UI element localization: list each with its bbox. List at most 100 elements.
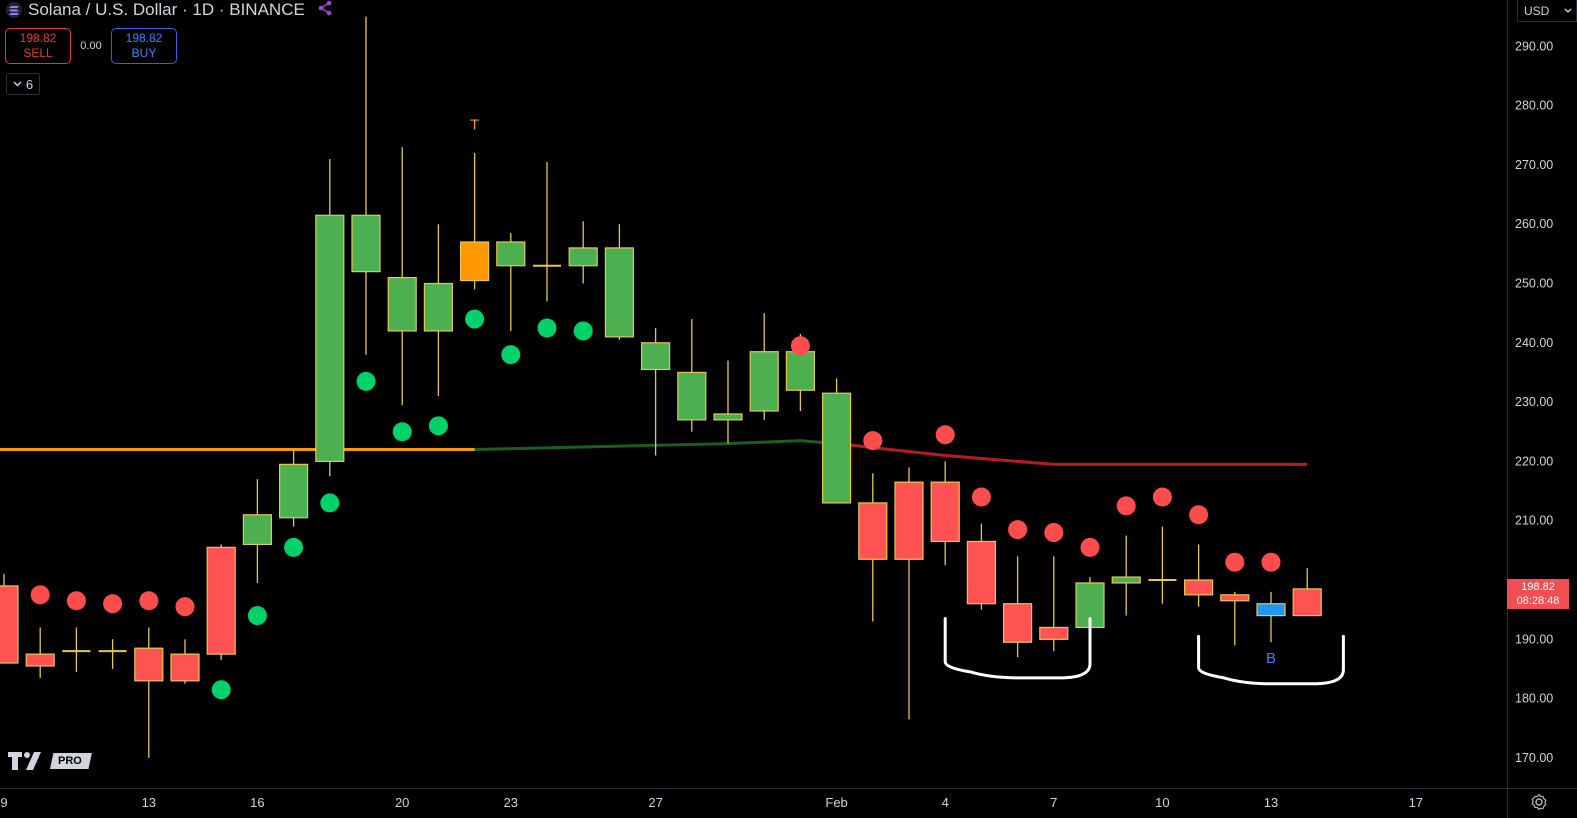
candle[interactable] xyxy=(677,319,707,432)
trend-line-segment xyxy=(945,453,1054,466)
sell-price: 198.82 xyxy=(19,31,57,45)
candle[interactable] xyxy=(1183,544,1214,607)
time-tick-label: 16 xyxy=(250,795,264,810)
candle[interactable] xyxy=(423,224,453,397)
candle[interactable] xyxy=(1039,556,1069,652)
candle[interactable] xyxy=(1148,526,1177,604)
candle-body xyxy=(1002,603,1033,643)
candle[interactable] xyxy=(533,161,561,302)
candle-body xyxy=(170,653,200,682)
candle[interactable] xyxy=(387,147,417,406)
candle-body xyxy=(785,351,816,391)
currency-selector[interactable]: USD xyxy=(1517,0,1577,22)
candle-body xyxy=(387,276,417,332)
candle[interactable] xyxy=(966,523,997,610)
buy-price: 198.82 xyxy=(125,31,163,45)
candle-body xyxy=(206,546,236,655)
candle[interactable] xyxy=(930,461,960,566)
time-tick-label: 20 xyxy=(395,795,409,810)
bearish-dot xyxy=(139,591,159,611)
candle[interactable] xyxy=(713,360,743,444)
candle[interactable] xyxy=(640,327,671,456)
indicators-collapse-button[interactable]: 6 xyxy=(6,73,40,95)
candle[interactable] xyxy=(62,627,91,672)
candle-body xyxy=(496,241,526,267)
candle-body xyxy=(351,214,381,273)
candle[interactable] xyxy=(858,473,888,622)
candle[interactable] xyxy=(1292,568,1322,617)
bearish-dot xyxy=(1116,496,1136,516)
symbol-title[interactable]: Solana / U.S. Dollar · 1D · BINANCE xyxy=(28,0,305,19)
candle[interactable] xyxy=(1075,577,1105,640)
candle[interactable] xyxy=(170,639,200,684)
price-tick-label: 260.00 xyxy=(1515,217,1553,231)
candle[interactable] xyxy=(749,313,779,420)
solana-icon[interactable] xyxy=(6,2,22,18)
candle-body xyxy=(568,247,598,267)
candle[interactable] xyxy=(1002,556,1033,658)
trend-line-segment xyxy=(474,442,729,452)
time-tick-label: 27 xyxy=(648,795,662,810)
bearish-dot xyxy=(790,336,810,356)
sell-button[interactable]: 198.82 SELL xyxy=(5,28,71,64)
candle[interactable] xyxy=(496,233,526,331)
candle[interactable] xyxy=(98,639,127,669)
candle[interactable] xyxy=(206,544,236,661)
time-tick-label: 13 xyxy=(142,795,156,810)
time-axis[interactable]: 9 13 16 20 23 27 Feb 4 7 10 13 17 xyxy=(0,795,1423,810)
bearish-dot xyxy=(1189,505,1209,525)
candle-body xyxy=(858,502,888,560)
currency-label: USD xyxy=(1524,3,1550,18)
candle-body xyxy=(1111,576,1141,584)
candle[interactable] xyxy=(134,627,164,758)
candle[interactable] xyxy=(821,378,852,504)
candle[interactable] xyxy=(315,158,345,477)
buy-marker-label: B xyxy=(1266,650,1276,667)
candle[interactable] xyxy=(568,221,598,284)
candle-body xyxy=(25,653,55,667)
candle-body xyxy=(460,241,490,282)
price-tick-label: 170.00 xyxy=(1515,751,1553,765)
candle[interactable] xyxy=(0,574,19,664)
candle[interactable] xyxy=(279,449,309,527)
candle[interactable] xyxy=(351,16,381,355)
time-tick-label: 23 xyxy=(504,795,518,810)
bearish-dot xyxy=(971,487,991,507)
chevron-down-icon xyxy=(1564,8,1572,13)
candle[interactable] xyxy=(1220,591,1250,646)
trend-line-layer xyxy=(0,439,1308,466)
gear-icon[interactable] xyxy=(1530,793,1548,816)
candle-body xyxy=(930,481,960,543)
share-icon[interactable] xyxy=(317,0,333,21)
bullish-dot xyxy=(320,493,340,513)
tradingview-logo[interactable]: PRO xyxy=(8,752,92,770)
bullish-dot xyxy=(428,416,448,436)
candle[interactable] xyxy=(894,467,924,720)
candle[interactable] xyxy=(25,627,55,678)
candle-body xyxy=(242,514,272,546)
candle-body xyxy=(1220,594,1250,602)
price-axis[interactable]: 170.00 180.00 190.00 210.00 220.00 230.00 240.… xyxy=(1515,39,1553,765)
bullish-dot xyxy=(537,318,557,338)
candle[interactable] xyxy=(242,479,272,583)
candle[interactable] xyxy=(460,153,490,290)
buy-button[interactable]: 198.82 BUY xyxy=(111,28,177,64)
bullish-dot xyxy=(465,309,485,329)
time-tick-label: 10 xyxy=(1155,795,1169,810)
bearish-dot xyxy=(1080,537,1100,557)
candles-layer xyxy=(0,16,1322,758)
candle[interactable] xyxy=(1111,535,1141,616)
price-tick-label: 280.00 xyxy=(1515,99,1553,113)
candle[interactable] xyxy=(1256,591,1286,643)
candle-body xyxy=(134,647,164,682)
trade-panel: 198.82 SELL 0.00 198.82 BUY xyxy=(5,28,177,64)
tradingview-logo-icon xyxy=(8,752,41,770)
bearish-dot xyxy=(66,591,86,611)
price-tick-label: 190.00 xyxy=(1515,632,1553,646)
time-tick-label: 17 xyxy=(1409,795,1423,810)
candle[interactable] xyxy=(604,224,635,340)
candle-body xyxy=(821,392,852,504)
candle-body xyxy=(1256,603,1286,617)
bearish-dot xyxy=(175,597,195,617)
